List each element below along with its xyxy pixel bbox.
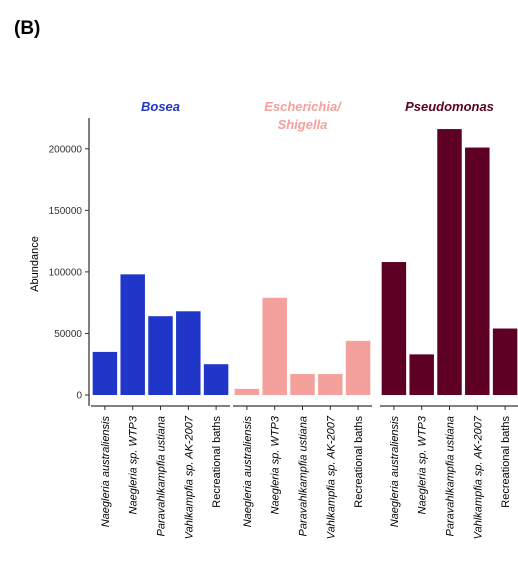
y-tick-label: 200000 [49, 144, 83, 155]
bar [176, 311, 201, 395]
x-tick-label: Naegleria australiensis [242, 416, 254, 528]
x-tick-label: Naegleria australiensis [100, 416, 112, 528]
panel-label: (B) [14, 18, 41, 39]
bar [437, 129, 462, 395]
bar [492, 328, 518, 395]
facet-2: Escherichia/Shigella Naegleria australien… [233, 99, 372, 539]
facet-3: Pseudomonas Naegleria australiensis Naegle… [380, 99, 518, 539]
bar [203, 364, 229, 395]
facet-title: Bosea [141, 99, 180, 114]
bar [234, 388, 260, 395]
x-tick-label: Naegleria sp. WTP3 [417, 415, 429, 514]
x-tick-label: Paravahlkampfia ustiana [445, 416, 457, 536]
y-tick-label: 0 [76, 391, 82, 402]
facet-1: Bosea Naegleria australiensis Naegleria sp… [91, 99, 230, 539]
y-tick-label: 150000 [49, 206, 83, 217]
x-tick-label: Paravahlkampfia ustiana [156, 416, 168, 536]
y-tick-label: 100000 [49, 267, 83, 278]
x-tick-label: Naegleria sp. WTP3 [270, 415, 282, 514]
bar [262, 297, 287, 395]
facet-title: Shigella [278, 117, 328, 132]
bar [120, 274, 145, 395]
y-tick-label: 50000 [54, 329, 82, 340]
bar [381, 262, 407, 395]
bar [92, 351, 118, 395]
bar [290, 374, 315, 395]
y-axis: 0 50000 100000 150000 200000 [49, 118, 90, 406]
x-tick-label: Paravahlkampfia ustiana [298, 416, 310, 536]
y-axis-title: Abundance [29, 236, 41, 292]
x-tick-label: Vahlkampfia sp. AK-2007 [472, 415, 484, 539]
x-tick-label: Recreational baths [353, 416, 365, 508]
x-tick-label: Recreational baths [211, 416, 223, 508]
bar [409, 354, 434, 395]
bar [318, 374, 343, 395]
x-tick-label: Recreational baths [500, 416, 512, 508]
facet-title: Escherichia/ [264, 99, 342, 114]
x-tick-label: Naegleria sp. WTP3 [128, 415, 140, 514]
x-tick-label: Vahlkampfia sp. AK-2007 [325, 415, 337, 539]
x-tick-label: Vahlkampfia sp. AK-2007 [183, 415, 195, 539]
facet-title: Pseudomonas [405, 99, 494, 114]
bar [345, 340, 371, 395]
bar [148, 316, 173, 395]
bar [465, 147, 490, 395]
x-tick-label: Naegleria australiensis [389, 416, 401, 528]
facets: Bosea Naegleria australiensis Naegleria sp… [91, 99, 518, 539]
